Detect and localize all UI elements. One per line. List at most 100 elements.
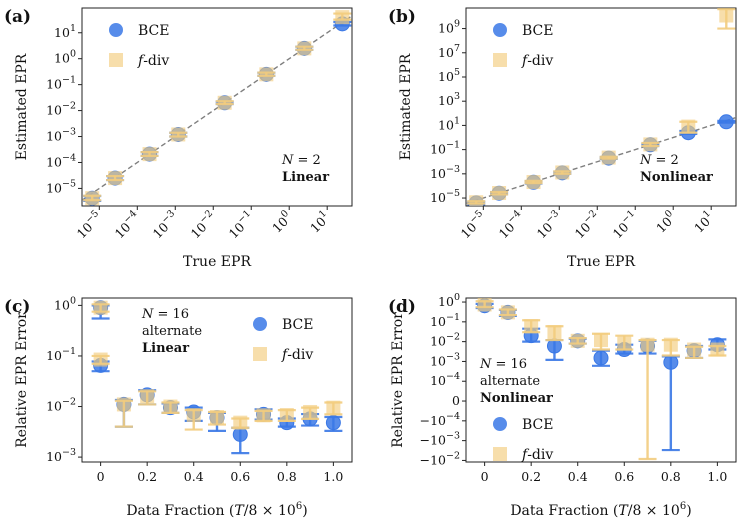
y-tick-label: 103 <box>438 91 460 108</box>
fdiv-point <box>93 352 108 367</box>
x-tick-label: 0 <box>481 469 489 484</box>
fdiv-point <box>303 404 318 419</box>
fdiv-point <box>116 397 131 412</box>
x-tick-label: 10−2 <box>570 208 603 241</box>
panel-c: 0 0.2 0.4 0.6 0.8 1.0 10−3 10−2 10−1 100 Data Frac… <box>4 295 353 519</box>
y-tick-label: 10−1 <box>46 75 76 92</box>
bce-point <box>325 415 341 431</box>
legend-fdiv-marker <box>493 53 507 67</box>
panel-b: 10−510−410−310−210−1 100 10110−510−310−110… <box>388 7 737 270</box>
y-tick-label: 10−3 <box>46 447 76 464</box>
fdiv-point <box>687 342 702 357</box>
x-tick-label: 10−4 <box>494 208 527 241</box>
y-tick-label: 100 <box>438 292 460 309</box>
legend-bce-marker <box>109 23 123 37</box>
fdiv-point <box>524 319 539 334</box>
fdiv-point <box>547 325 562 340</box>
x-tick-label: 0.2 <box>137 469 157 484</box>
fdiv-point <box>279 407 294 422</box>
legend-bce-label: BCE <box>522 23 553 39</box>
y-tick-label: 10−5 <box>430 188 460 205</box>
y-tick-label: 10−2 <box>46 397 76 414</box>
legend-bce-marker <box>493 417 507 431</box>
fdiv-point <box>335 10 350 25</box>
legend-bce-label: BCE <box>522 417 553 433</box>
y-tick-label: 10−3 <box>430 351 460 368</box>
x-tick-label: 100 <box>652 208 680 236</box>
x-tick-label: 10−3 <box>148 208 181 241</box>
y-tick-label: 100 <box>54 295 76 312</box>
fdiv-point <box>570 333 585 348</box>
y-axis-label: Estimated EPR <box>398 53 414 160</box>
y-tick-label: 10−4 <box>46 152 76 169</box>
x-axis-label: Data Fraction (T/8 × 106) <box>510 501 691 519</box>
fdiv-point <box>663 337 678 352</box>
fdiv-point <box>142 147 157 162</box>
legend-bce-label: BCE <box>138 23 169 39</box>
x-tick-label: 10−5 <box>72 208 105 241</box>
legend-fdiv-label: f-div <box>521 447 553 463</box>
y-tick-label: 10−2 <box>46 101 76 118</box>
y-tick-label: −10−2 <box>420 450 460 467</box>
fdiv-point <box>108 171 123 186</box>
fdiv-point <box>326 400 341 415</box>
fdiv-point <box>710 342 725 357</box>
fdiv-point <box>643 137 658 152</box>
fdiv-point <box>681 119 696 134</box>
x-tick-label: 10−2 <box>186 208 219 241</box>
annotation-line: alternate <box>142 324 202 339</box>
fdiv-point <box>477 298 492 312</box>
x-axis-label: True EPR <box>183 254 251 270</box>
y-tick-label: 10−3 <box>46 127 76 144</box>
x-tick-label: 0 <box>97 469 105 484</box>
legend-bce-marker <box>493 23 507 37</box>
y-axis-label: Relative EPR Error <box>14 312 30 448</box>
x-tick-label: 0.4 <box>568 469 588 484</box>
x-tick-label: 1.0 <box>707 469 727 484</box>
legend: BCE f-div <box>253 317 313 363</box>
annotation: N = 2 Linear <box>281 153 329 185</box>
x-tick-label: 10−3 <box>532 208 565 241</box>
annotation-line: N = 16 <box>141 307 189 322</box>
panel-label: (d) <box>388 297 416 317</box>
data-layer <box>475 298 727 461</box>
panel-d: 0 0.2 0.4 0.6 0.8 1.0 100 10−1 10−2 10−3 10−4 0 −10−… <box>388 292 737 519</box>
legend: BCE f-div <box>109 23 169 69</box>
y-tick-label: −10−4 <box>420 411 460 428</box>
x-tick-label: 0.8 <box>277 469 297 484</box>
fdiv-point <box>297 41 312 56</box>
y-tick-label: 10−3 <box>430 164 460 181</box>
x-tick-label: 0.2 <box>521 469 541 484</box>
x-axis-label: True EPR <box>567 254 635 270</box>
axes-frame <box>465 7 737 207</box>
panel-label: (a) <box>4 7 31 27</box>
y-tick-label: 101 <box>438 115 460 132</box>
x-tick-label: 0.6 <box>230 469 250 484</box>
axes-frame <box>465 297 737 463</box>
data-layer <box>82 10 352 206</box>
data-layer <box>466 8 736 206</box>
annotation: N = 16 alternate Nonlinear <box>479 357 553 406</box>
y-tick-label: 101 <box>54 23 76 40</box>
bce-point <box>718 114 734 130</box>
fdiv-point <box>492 186 507 201</box>
x-axis-label: Data Fraction (T/8 × 106) <box>126 501 307 519</box>
fdiv-point <box>640 337 655 352</box>
fdiv-point <box>500 305 515 320</box>
bce-point <box>663 354 679 370</box>
legend-fdiv-label: f-div <box>137 53 169 69</box>
fdiv-point <box>555 165 570 180</box>
annotation-line: N = 2 <box>639 153 679 168</box>
annotation-line: Linear <box>142 341 189 356</box>
axes-frame <box>81 297 353 463</box>
fdiv-point <box>210 410 224 425</box>
fdiv-point <box>469 195 484 206</box>
x-tick-label: 10−1 <box>224 208 257 241</box>
fdiv-point <box>140 389 155 404</box>
legend-fdiv-label: f-div <box>521 53 553 69</box>
annotation-line: Nonlinear <box>480 391 553 406</box>
y-tick-label: −10−3 <box>420 431 460 448</box>
y-tick-label: 105 <box>438 67 460 84</box>
y-axis-label: Estimated EPR <box>14 53 30 160</box>
